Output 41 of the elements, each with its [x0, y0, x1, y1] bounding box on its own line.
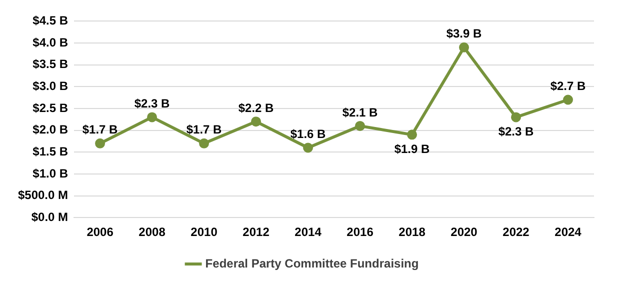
data-label: $3.9 B	[446, 26, 482, 41]
point	[251, 116, 262, 127]
data-label: $2.2 B	[238, 100, 274, 115]
x-tick-label: 2022	[502, 225, 530, 240]
point	[459, 42, 470, 52]
point	[303, 142, 314, 153]
y-tick-label: $1.0 B	[32, 166, 68, 180]
point	[199, 138, 210, 148]
legend-label: Federal Party Committee Fundraising	[205, 256, 419, 270]
data-label: $1.7 B	[186, 122, 222, 137]
point	[355, 120, 366, 131]
point	[563, 94, 573, 105]
data-label: $1.9 B	[394, 142, 430, 156]
data-label: $1.6 B	[290, 127, 326, 142]
x-tick-label: 2018	[398, 225, 426, 240]
x-tick-label: 2024	[554, 225, 582, 240]
y-tick-label: $3.5 B	[32, 57, 68, 72]
x-tick-label: 2020	[450, 225, 478, 240]
x-tick-label: 2006	[86, 225, 114, 240]
y-tick-label: $3.0 B	[32, 78, 68, 93]
point	[407, 130, 418, 140]
y-tick-label: $0.0 M	[31, 210, 68, 224]
data-label: $2.1 B	[342, 105, 378, 120]
data-label: $2.7 B	[550, 79, 586, 94]
data-label: $2.3 B	[498, 124, 534, 139]
data-label: $2.3 B	[134, 96, 170, 111]
point	[147, 112, 158, 122]
x-tick-label: 2014	[294, 225, 322, 240]
point	[95, 138, 106, 148]
y-tick-label: $4.0 B	[32, 35, 68, 50]
y-tick-label: $2.0 B	[32, 122, 68, 137]
x-tick-label: 2008	[138, 225, 166, 240]
y-tick-label: $500.0 M	[18, 188, 68, 202]
y-tick-label: $2.5 B	[32, 100, 68, 115]
x-tick-label: 2016	[346, 225, 374, 240]
x-tick-label: 2010	[190, 225, 218, 240]
data-label: $1.7 B	[82, 122, 118, 137]
point	[511, 112, 522, 122]
y-tick-label: $4.5 B	[32, 14, 68, 28]
x-tick-label: 2012	[242, 225, 270, 240]
y-tick-label: $1.5 B	[32, 144, 68, 158]
